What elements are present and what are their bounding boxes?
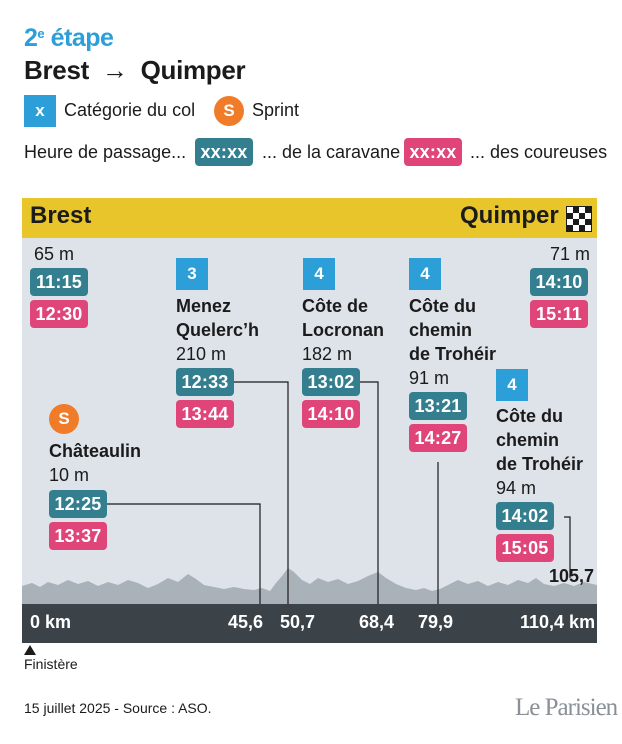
chateaulin-name: Châteaulin [49,441,142,461]
leader-menez [234,381,289,604]
km-finish: 110,4 km [520,612,596,632]
menez-name-line-1: Menez [176,296,232,316]
caravane-legend-label: ... de la caravane [262,142,401,162]
stage-number: 2 [24,24,38,52]
leader-locronan [358,381,379,604]
coureuses-legend-pill: xx:xx [404,138,462,166]
region-label: Finistère [24,656,78,672]
troheir2-name-line-1: Côte du [496,406,563,426]
stage-suffix: e [37,26,45,41]
troheir1-name-line-1: Côte du [409,296,476,316]
troheir2-category-icon: 4 [496,369,528,401]
start-marker-icon [24,645,36,655]
troheir2-name-line-3: de Trohéir [496,454,584,474]
start-coureuses-time: 12:30 [30,300,88,328]
route-title: Brest → Quimper [24,55,246,86]
troheir1-badge: 4 [420,264,430,283]
chateaulin-caravane-time: 12:25 [49,490,107,518]
menez-caravane-time: 12:33 [176,368,234,396]
menez-altitude: 210 m [176,344,227,364]
source-label: 15 juillet 2025 - Source : ASO. [24,700,212,716]
elevation-profile [22,381,597,604]
locronan-altitude: 182 m [302,344,353,364]
troheir1-name-line-3: de Trohéir [409,344,497,364]
le-parisien-logo: Le Parisien [515,694,618,721]
locronan-name-line-1: Côte de [302,296,369,316]
category-legend-label: Catégorie du col [64,100,196,120]
km-chateaulin: 45,6 [228,612,264,632]
category-legend-icon: x [24,95,56,127]
troheir2-km-label: 105,7 [549,566,595,586]
troheir2-coureuses-time: 15:05 [496,534,554,562]
troheir2-altitude: 94 m [496,478,537,498]
stage-title: 2e étape [24,24,114,53]
menez-category-icon: 3 [176,258,208,290]
troheir1-coureuses-time: 14:27 [409,424,467,452]
finish-caravane-time: 14:10 [530,268,588,296]
troheir1-caravane-time: 13:21 [409,392,467,420]
passage-legend-label: Heure de passage... [24,142,187,162]
route-arrow: → [101,55,128,85]
menez-badge: 3 [187,264,197,283]
route-finish: Quimper [140,55,246,85]
coureuses-legend-label: ... des coureuses [470,142,608,162]
locronan-coureuses-time: 14:10 [302,400,360,428]
menez-coureuses-time: 13:44 [176,400,234,428]
bar-start-label: Brest [30,202,92,229]
start-caravane-time: 11:15 [30,268,88,296]
locronan-name-line-2: Locronan [302,320,385,340]
chateaulin-sprint-icon: S [49,404,79,434]
troheir2-name-line-2: chemin [496,430,560,450]
bar-finish-label: Quimper [460,202,559,229]
sprint-legend-symbol: S [223,101,235,120]
chateaulin-coureuses-time: 13:37 [49,522,107,550]
locronan-caravane-time: 13:02 [302,368,360,396]
km-start: 0 km [30,612,72,632]
route-start: Brest [24,55,89,85]
caravane-legend-pill: xx:xx [195,138,253,166]
leader-chateaulin [100,503,261,604]
troheir1-altitude: 91 m [409,368,450,388]
terrain-area [22,568,597,604]
menez-name-line-2: Quelerc’h [176,320,260,340]
locronan-badge: 4 [314,264,324,283]
sprint-legend-label: Sprint [252,100,300,120]
category-legend-symbol: x [35,101,45,120]
route-bar [22,198,597,238]
start-altitude: 65 m [34,244,75,264]
chateaulin-altitude: 10 m [49,465,90,485]
troheir2-badge: 4 [507,375,517,394]
finish-altitude: 71 m [550,244,591,264]
km-menez: 50,7 [280,612,316,632]
troheir1-category-icon: 4 [409,258,441,290]
finish-coureuses-time: 15:11 [530,300,588,328]
troheir1-name-line-2: chemin [409,320,473,340]
checkered-flag-icon [566,206,592,232]
troheir2-caravane-time: 14:02 [496,502,554,530]
km-troheir1: 79,9 [418,612,454,632]
km-bar [22,604,597,643]
chateaulin-badge: S [58,409,70,428]
leader-troheir2 [564,516,571,578]
sprint-legend-icon: S [214,96,244,126]
km-locronan: 68,4 [359,612,395,632]
stage-word: étape [50,24,114,52]
locronan-category-icon: 4 [303,258,335,290]
